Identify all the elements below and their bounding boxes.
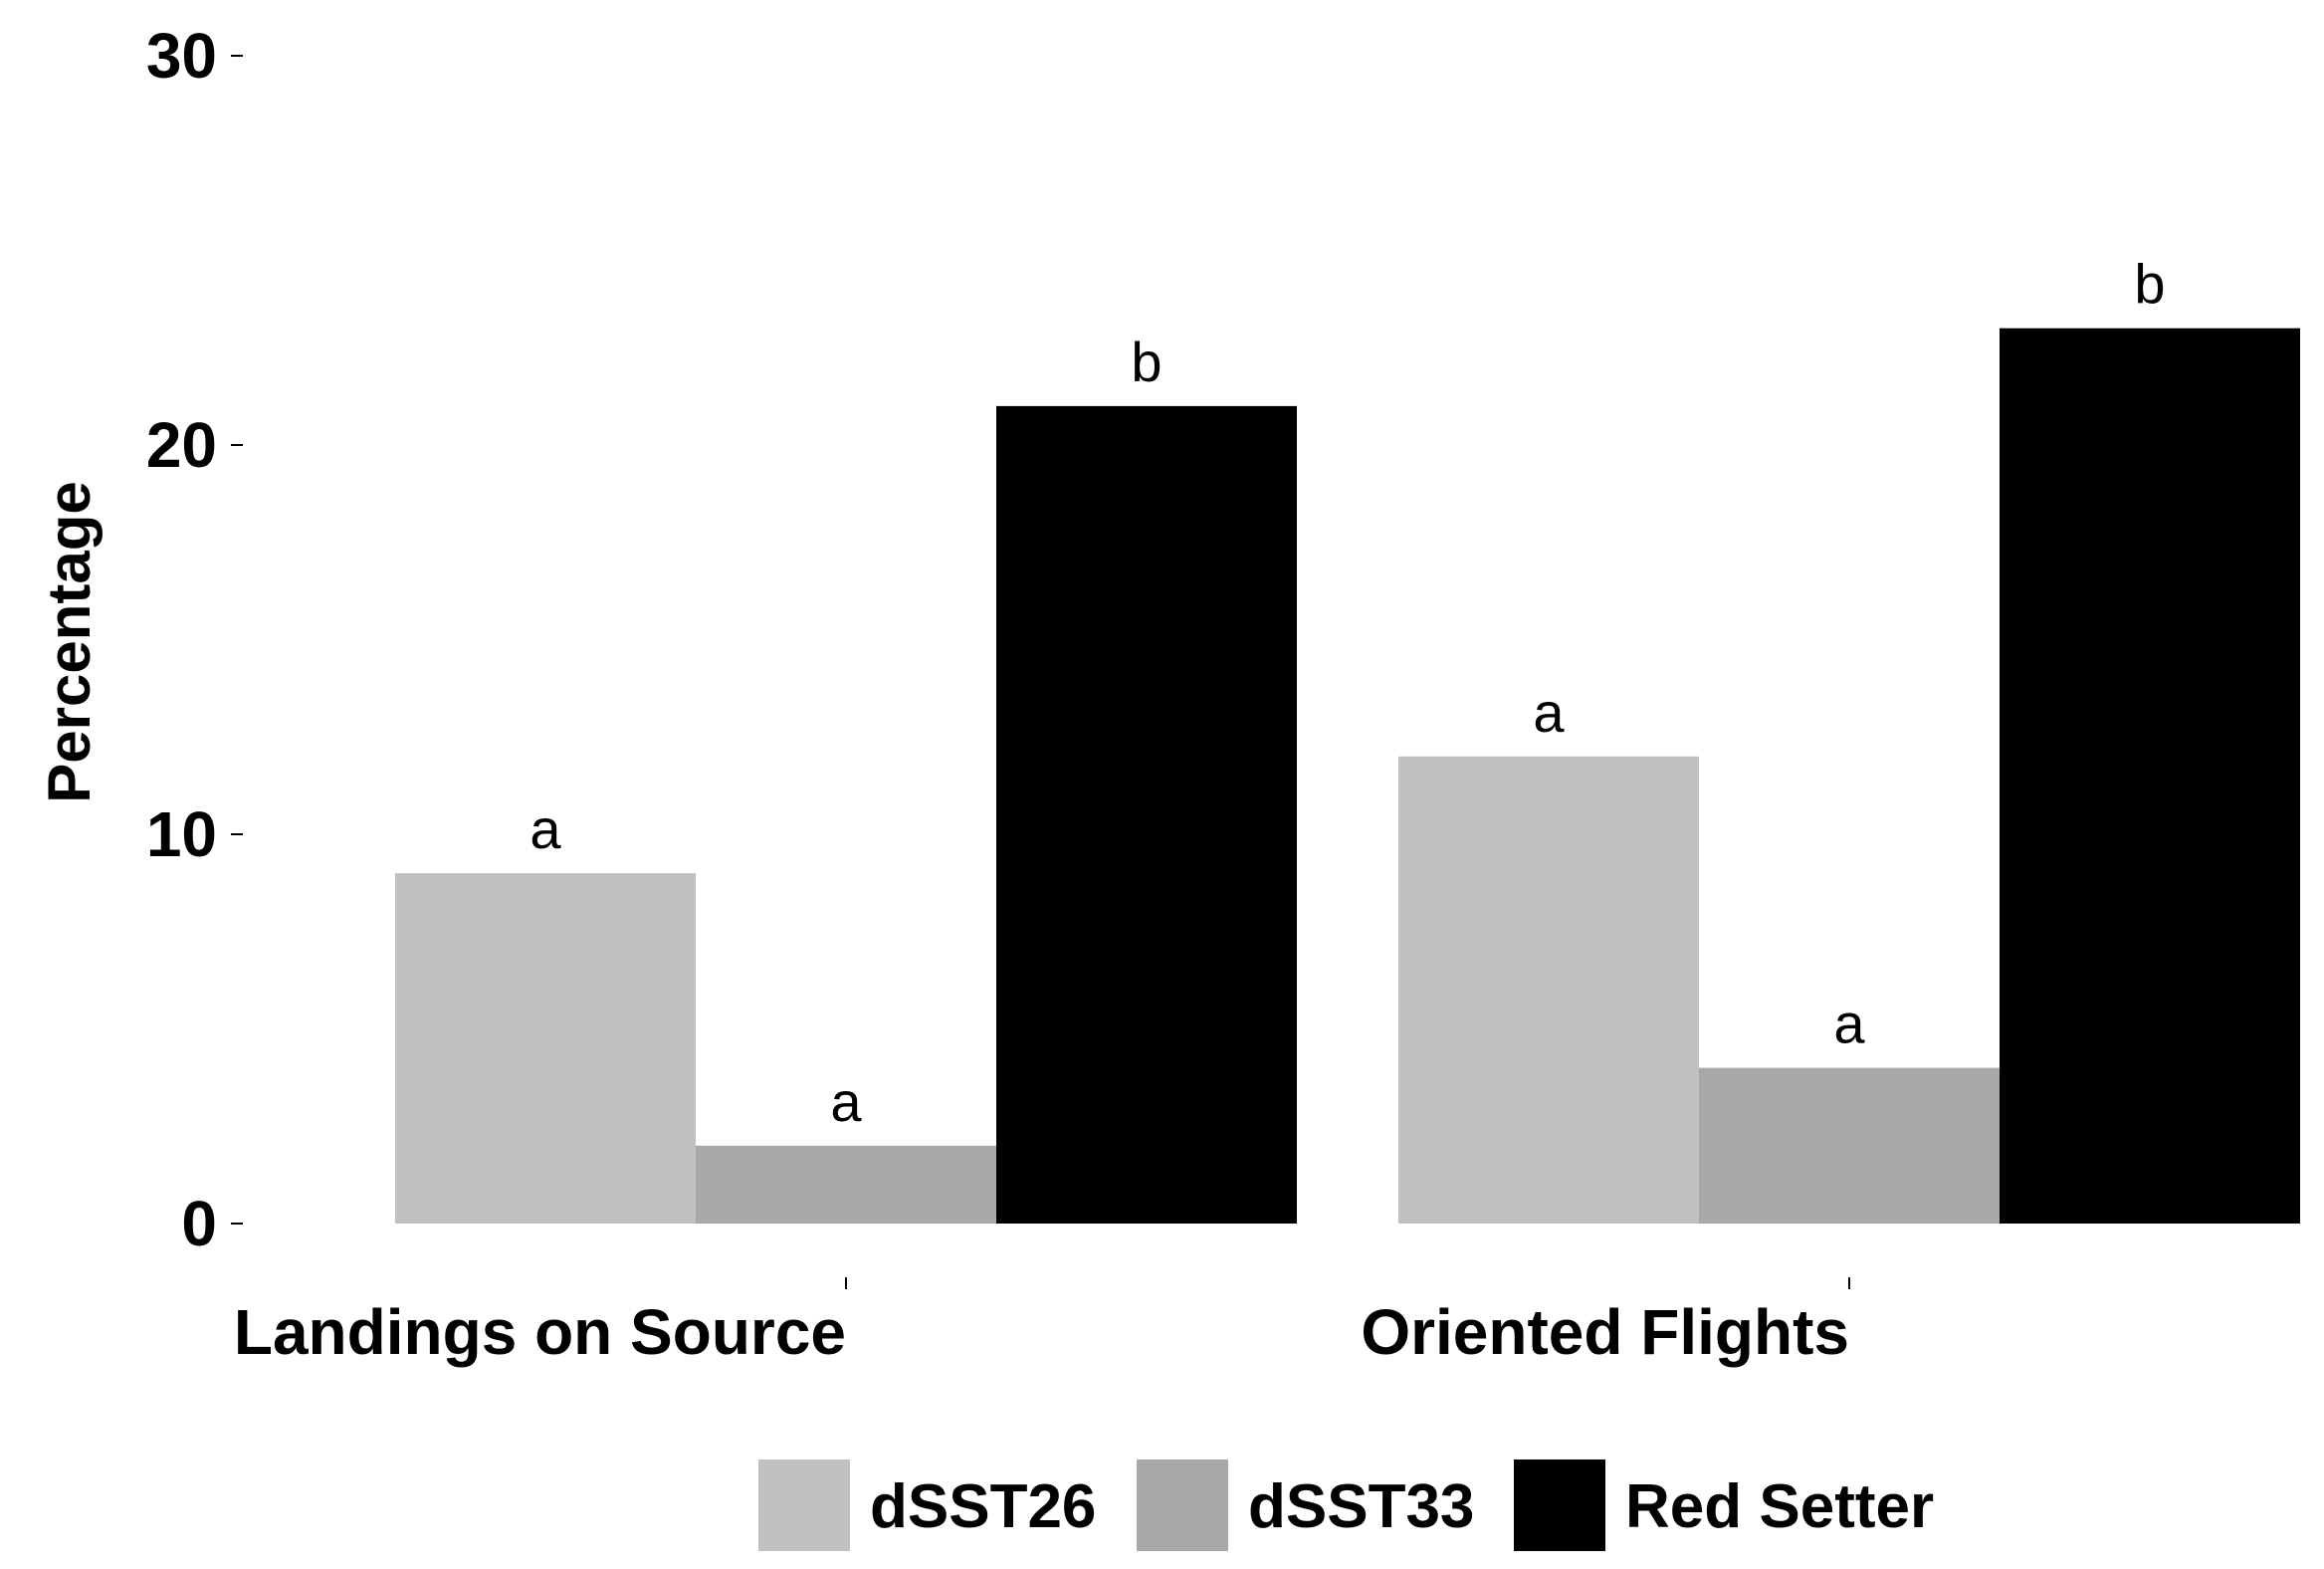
legend-label: dSST26 (870, 1472, 1096, 1541)
x-axis: Landings on Source Oriented Flights (234, 1277, 1850, 1368)
y-tick-label: 30 (146, 20, 217, 92)
legend-label: Red Setter (1625, 1472, 1934, 1541)
bar (1699, 1067, 2000, 1224)
bar (395, 873, 696, 1224)
significance-label: b (1131, 331, 1162, 393)
significance-label: a (830, 1070, 862, 1133)
bar (996, 405, 1297, 1224)
bar (696, 1145, 996, 1224)
y-axis: 0 10 20 30 (146, 20, 243, 1259)
bar (1398, 756, 1699, 1224)
y-tick-label: 0 (181, 1188, 217, 1259)
legend-label: dSST33 (1248, 1472, 1474, 1541)
legend-swatch (1514, 1459, 1605, 1551)
legend: dSST26 dSST33 Red Setter (758, 1459, 1934, 1551)
legend-swatch (1137, 1459, 1228, 1551)
significance-label: a (1533, 681, 1565, 744)
significance-label: a (1833, 993, 1865, 1055)
bars: a a a a b b (395, 253, 2300, 1224)
y-tick-label: 20 (146, 409, 217, 481)
significance-label: b (2134, 253, 2165, 316)
bar (2000, 328, 2300, 1224)
x-tick-label: Landings on Source (234, 1296, 846, 1368)
x-tick-label: Oriented Flights (1361, 1296, 1849, 1368)
significance-label: a (529, 797, 561, 860)
legend-swatch (758, 1459, 850, 1551)
y-axis-title: Percentage (36, 481, 103, 803)
y-tick-label: 10 (146, 798, 217, 870)
